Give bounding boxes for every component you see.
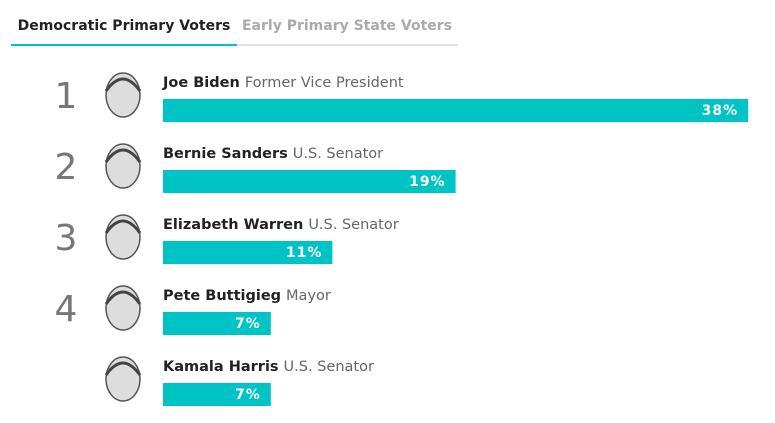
portrait [104, 214, 142, 260]
portrait-face [105, 214, 141, 260]
bar [163, 383, 271, 406]
candidate-name: Kamala Harris [163, 359, 279, 375]
tab-underline [11, 44, 237, 46]
bar [163, 170, 456, 193]
value-label: 38% [702, 103, 739, 119]
candidate-label: Bernie Sanders U.S. Senator [163, 146, 383, 162]
portrait-face [105, 285, 141, 331]
bar [163, 312, 271, 335]
tab-active[interactable]: Democratic Primary Voters [18, 18, 231, 34]
candidate-label: Joe Biden Former Vice President [162, 75, 404, 91]
portrait [104, 356, 142, 402]
candidate-title: U.S. Senator [293, 146, 383, 162]
bar [163, 241, 333, 264]
portrait [104, 72, 142, 118]
rank: 1 [55, 76, 78, 117]
portrait-hair [104, 290, 142, 305]
candidate-title: Former Vice President [245, 75, 404, 91]
portrait [104, 143, 142, 189]
portrait-hair [104, 361, 142, 376]
candidate-name: Pete Buttigieg [163, 288, 281, 304]
portrait-face [105, 356, 141, 402]
portrait [104, 285, 142, 331]
bar [163, 99, 749, 122]
value-label: 7% [235, 387, 261, 403]
candidate-label: Kamala Harris U.S. Senator [163, 359, 374, 375]
rank: 4 [55, 289, 78, 330]
portrait-face [105, 72, 141, 118]
tab[interactable]: Early Primary State Voters [242, 18, 452, 34]
portrait-hair [104, 77, 142, 92]
value-label: 11% [286, 245, 323, 261]
candidate-label: Pete Buttigieg Mayor [163, 288, 331, 304]
rank: 3 [55, 218, 78, 259]
candidate-title: U.S. Senator [284, 359, 374, 375]
candidate-label: Elizabeth Warren U.S. Senator [163, 217, 399, 233]
portrait-hair [104, 148, 142, 163]
candidate-name: Joe Biden [162, 75, 240, 91]
portrait-face [105, 143, 141, 189]
candidate-name: Bernie Sanders [163, 146, 288, 162]
candidate-title: Mayor [286, 288, 331, 304]
candidate-title: U.S. Senator [308, 217, 398, 233]
value-label: 7% [235, 316, 261, 332]
portrait-hair [104, 219, 142, 234]
rank: 2 [55, 147, 78, 188]
candidate-name: Elizabeth Warren [163, 217, 303, 233]
value-label: 19% [409, 174, 446, 190]
